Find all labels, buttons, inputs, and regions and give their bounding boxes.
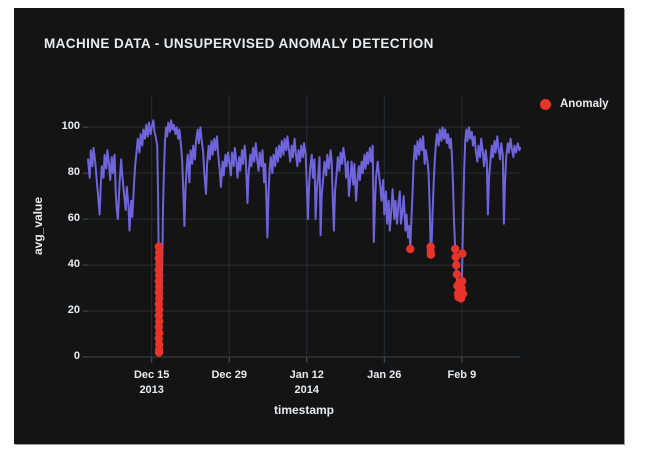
x-axis-label: timestamp <box>273 403 335 417</box>
y-tick-label: 0 <box>73 350 80 362</box>
x-tick-label: Jan 12 2014 <box>289 369 324 396</box>
axis-tick-marks <box>83 126 463 363</box>
y-tick-label: 60 <box>67 212 80 225</box>
y-axis-label: avg_value <box>31 196 45 256</box>
plot-svg[interactable] <box>14 8 624 444</box>
y-tick-label: 80 <box>67 166 80 179</box>
anomaly-point <box>452 260 461 270</box>
series-line <box>87 119 521 354</box>
anomaly-point <box>458 249 467 258</box>
anomaly-point <box>154 348 164 357</box>
anomaly-point <box>452 270 462 279</box>
y-tick-label: 40 <box>67 258 80 271</box>
x-tick-label: Dec 15 2013 <box>133 369 170 396</box>
anomaly-points <box>154 242 468 357</box>
y-tick-label: 20 <box>67 304 80 317</box>
anomaly-point <box>451 244 460 254</box>
y-tick-label: 100 <box>61 120 80 133</box>
x-tick-label: Dec 29 <box>211 369 247 381</box>
anomaly-point <box>457 277 467 286</box>
legend-anomaly-label: Anomaly <box>560 98 609 110</box>
anomaly-legend-marker-icon <box>540 98 551 110</box>
anomaly-point <box>458 289 468 298</box>
anomaly-point <box>406 244 415 254</box>
legend: Anomaly <box>540 98 609 110</box>
chart-title: MACHINE DATA - UNSUPERVISED ANOMALY DETE… <box>44 36 434 51</box>
x-tick-label: Feb 9 <box>447 369 477 381</box>
anomaly-point <box>426 250 436 259</box>
x-tick-label: Jan 26 <box>367 369 402 381</box>
anomaly-point <box>451 252 460 262</box>
chart-panel: MACHINE DATA - UNSUPERVISED ANOMALY DETE… <box>14 8 624 444</box>
legend-anomaly-item[interactable]: Anomaly <box>540 98 609 110</box>
